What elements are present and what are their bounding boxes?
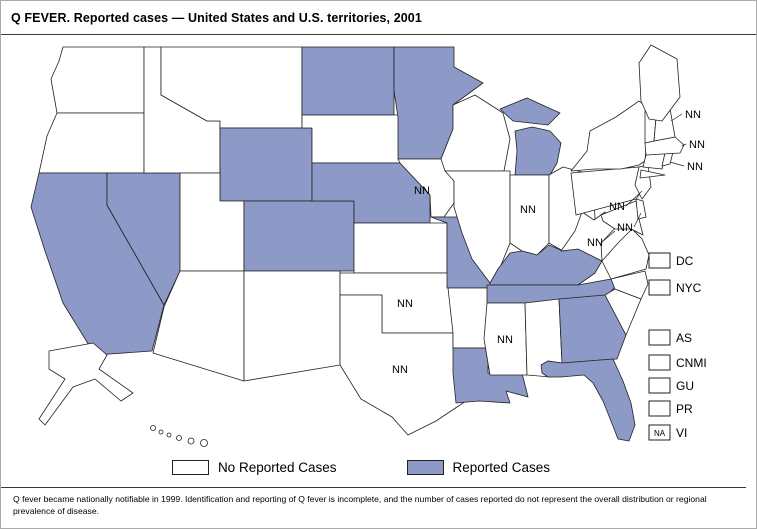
state-GA [558,294,627,364]
state-MI [514,126,562,176]
state-CO [243,200,355,272]
territory-label-GU: GU [676,379,694,393]
state-AZ [152,270,245,382]
footnote-text: Q fever became nationally notifiable in … [13,494,707,517]
legend-swatch-no-cases [171,459,209,475]
state-NC [610,270,649,300]
state-ME [638,44,681,122]
nn-label-NJ: NN [609,201,625,213]
nn-label-DE: NN [617,222,633,234]
territory-box-NYC [648,279,671,296]
territory-label-AS: AS [676,331,692,345]
state-HI [166,432,172,438]
nn-label-NH: NN [685,109,701,121]
state-HI [187,437,195,445]
legend-label-no-cases: No Reported Cases [217,459,337,475]
nn-leader-MA [681,143,687,147]
nn-label-IA: NN [414,185,430,197]
territory-label-DC: DC [676,254,694,268]
nn-leader-DE [633,212,642,228]
state-NY [570,100,650,172]
state-CT [642,152,666,170]
territory-label-PR: PR [676,402,693,416]
state-SD [301,114,401,164]
figure-header: Q FEVER. Reported cases — United States … [1,1,756,35]
legend-swatch-reported [406,459,444,475]
territory-box-VI [648,424,671,441]
figure-title: Q FEVER. Reported cases — United States … [11,10,422,25]
state-NM [243,270,341,382]
state-ND [301,46,395,116]
territory-box-DC [648,252,671,269]
state-WY [219,127,313,202]
state-WA [50,46,145,114]
state-NY [639,169,666,179]
nn-label-TX: NN [392,364,408,376]
nn-leader-NH [670,113,683,122]
nn-label-MA: NN [689,139,705,151]
territory-label-NYC: NYC [676,281,702,295]
nn-leader-RI [669,161,685,167]
figure-footnote-block: Q fever became nationally notifiable in … [1,487,746,518]
territory-label-CNMI: CNMI [676,356,707,370]
nn-leader-NJ [625,190,643,207]
state-HI [150,425,156,431]
territory-label-VI: VI [676,426,687,440]
map-legend: No Reported Cases Reported Cases [21,447,701,487]
legend-item-reported: Reported Cases [406,459,551,475]
state-FL [540,358,636,442]
state-KS [353,222,448,274]
nn-label-MS: NN [497,334,513,346]
state-MS [483,302,528,376]
legend-item-no-cases: No Reported Cases [171,459,337,475]
state-DE [635,198,647,220]
us-territories-map: NN NN NN NN NN NN NN NN NN NN NN DC NYC AS CNMI GU PR NA V… [30,44,707,447]
territory-box-AS [648,329,671,346]
nn-label-MD: NN [587,237,603,249]
territory-box-PR [648,400,671,417]
state-HI [176,435,182,441]
territory-box-CNMI [648,354,671,371]
nn-label-OK: NN [397,298,413,310]
state-AK [38,342,134,426]
state-HI [158,429,164,435]
state-MI [499,97,561,126]
nn-label-IN: NN [520,204,536,216]
state-PA [570,166,643,216]
nn-label-RI: NN [687,161,703,173]
state-OR [38,112,145,174]
state-VA [601,228,650,280]
nn-leader-MD [601,230,616,243]
legend-label-reported: Reported Cases [452,459,551,475]
na-label-VI: NA [654,429,666,438]
territory-box-GU [648,377,671,394]
state-HI [200,439,208,447]
